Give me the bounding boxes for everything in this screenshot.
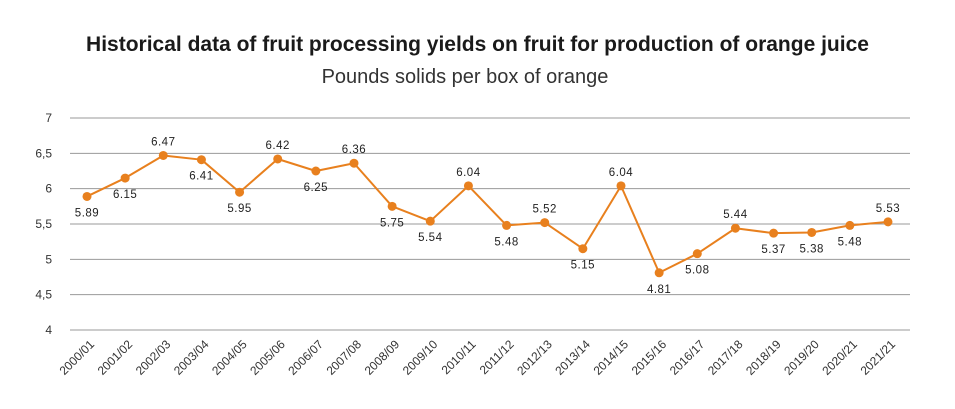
y-tick-label: 6,5: [35, 146, 52, 160]
x-tick-label: 2014/15: [591, 337, 632, 378]
x-tick-label: 2002/03: [133, 337, 174, 378]
x-tick-label: 2008/09: [362, 337, 403, 378]
data-label: 5.75: [380, 217, 404, 229]
data-point: [387, 201, 397, 211]
x-tick-label: 2016/17: [667, 337, 708, 378]
series-line: [86, 154, 889, 274]
data-point: [273, 154, 283, 164]
x-tick-label: 2020/21: [819, 337, 860, 378]
data-label: 5.37: [761, 244, 785, 256]
data-label: 5.48: [838, 236, 862, 248]
data-point: [692, 249, 702, 259]
data-points: [82, 150, 893, 278]
data-label: 5.44: [723, 209, 747, 221]
y-tick-label: 4,5: [35, 288, 52, 302]
y-tick-label: 6: [45, 182, 52, 196]
x-tick-label: 2000/01: [57, 337, 98, 378]
data-point: [502, 220, 512, 230]
data-label: 5.95: [227, 203, 251, 215]
data-label: 6.25: [304, 182, 328, 194]
x-tick-label: 2010/11: [439, 337, 479, 377]
data-point: [349, 158, 359, 168]
data-label: 5.48: [494, 236, 518, 248]
y-tick-label: 5,5: [35, 217, 52, 231]
x-axis: 2000/012001/022002/032003/042004/052005/…: [57, 337, 899, 378]
y-tick-label: 7: [45, 111, 52, 125]
data-label: 5.89: [75, 207, 99, 219]
x-tick-label: 2012/13: [514, 337, 555, 378]
data-label: 5.52: [533, 204, 557, 216]
data-label: 5.15: [571, 260, 595, 272]
data-point: [769, 228, 779, 238]
data-point: [883, 217, 893, 227]
x-tick-label: 2019/20: [781, 337, 822, 378]
y-axis: 4 4,5 5 5,5 6 6,5 7: [35, 111, 52, 337]
data-point: [120, 173, 130, 183]
data-point: [235, 187, 245, 197]
chart-title: Historical data of fruit processing yiel…: [86, 33, 869, 56]
data-label: 6.36: [342, 144, 366, 156]
data-point: [807, 227, 817, 237]
data-label: 6.41: [189, 171, 213, 183]
gridlines: [70, 117, 910, 331]
series-line-path: [86, 154, 889, 274]
data-label: 5.54: [418, 232, 442, 244]
data-label: 6.04: [456, 167, 480, 179]
data-point: [654, 268, 664, 278]
data-point: [158, 150, 168, 160]
x-tick-label: 2017/18: [705, 337, 746, 378]
data-labels: 5.89 6.15 6.47 6.41 5.95 6.42 6.25 6.36 5.75 5.54…: [75, 136, 900, 295]
data-point: [425, 216, 435, 226]
chart-subtitle: Pounds solids per box of orange: [321, 66, 609, 88]
data-label: 4.81: [647, 284, 671, 296]
x-tick-label: 2007/08: [324, 337, 365, 378]
x-tick-label: 2006/07: [285, 337, 326, 378]
y-tick-label: 5: [45, 252, 52, 266]
x-tick-label: 2013/14: [552, 337, 593, 378]
data-label: 6.47: [151, 136, 175, 148]
data-label: 6.15: [113, 189, 137, 201]
x-tick-label: 2004/05: [209, 337, 250, 378]
data-label: 6.42: [266, 140, 290, 152]
data-point: [463, 181, 473, 191]
data-label: 5.08: [685, 265, 709, 277]
data-point: [311, 166, 321, 176]
data-point: [540, 218, 550, 228]
data-point: [845, 220, 855, 230]
x-tick-label: 2009/10: [400, 337, 441, 378]
data-label: 6.04: [609, 167, 633, 179]
data-point: [616, 181, 626, 191]
x-tick-label: 2015/16: [629, 337, 670, 378]
data-point: [82, 191, 92, 201]
data-label: 5.38: [800, 243, 824, 255]
x-tick-label: 2018/19: [743, 337, 784, 378]
data-label: 5.53: [876, 203, 900, 215]
x-tick-label: 2005/06: [247, 337, 288, 378]
x-tick-label: 2011/12: [477, 337, 517, 377]
y-tick-label: 4: [45, 323, 52, 337]
data-point: [730, 223, 740, 233]
data-point: [196, 155, 206, 165]
data-point: [578, 244, 588, 254]
x-tick-label: 2021/21: [858, 337, 899, 378]
x-tick-label: 2001/02: [95, 337, 136, 378]
x-tick-label: 2003/04: [171, 337, 212, 378]
